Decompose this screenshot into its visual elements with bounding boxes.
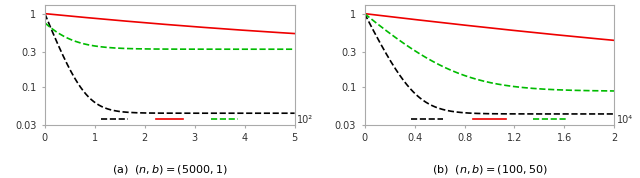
Text: 10⁴: 10⁴ <box>617 115 633 125</box>
Text: (b)  $(n, b) = (100, 50)$: (b) $(n, b) = (100, 50)$ <box>431 163 547 176</box>
Text: (a)  $(n, b) = (5000, 1)$: (a) $(n, b) = (5000, 1)$ <box>112 163 227 176</box>
Text: 10²: 10² <box>297 115 313 125</box>
